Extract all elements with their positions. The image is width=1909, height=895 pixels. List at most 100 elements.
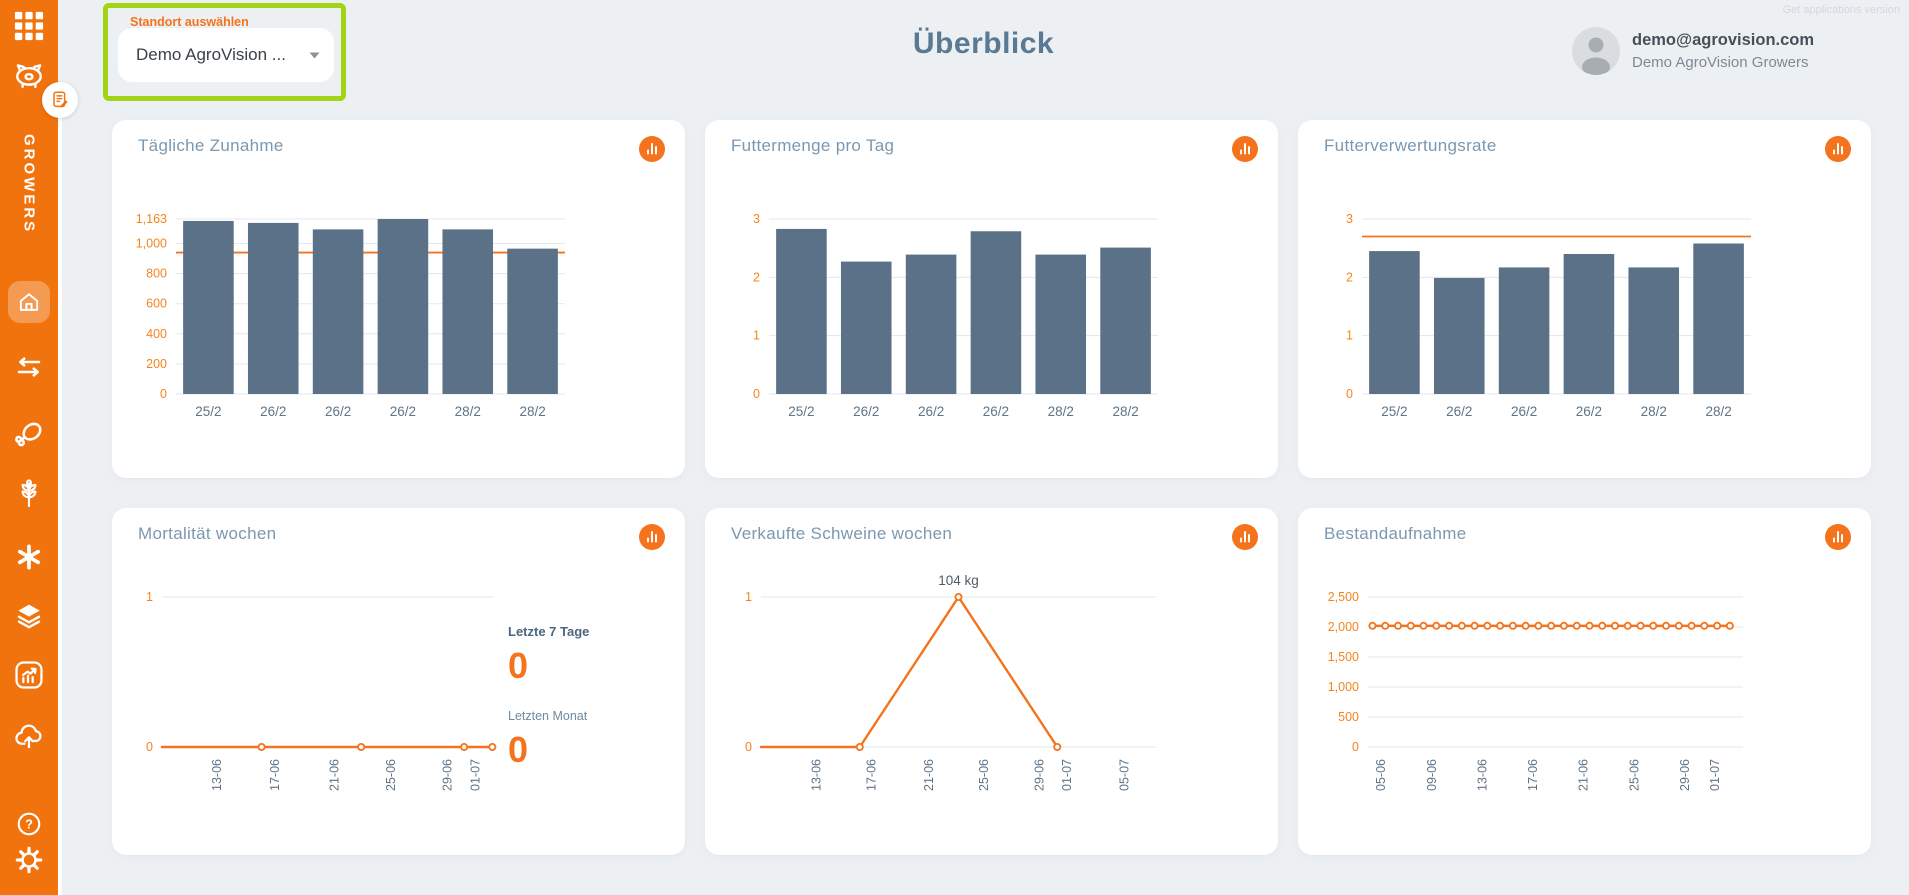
meat-leg-icon <box>15 422 42 447</box>
svg-text:500: 500 <box>1338 710 1359 724</box>
svg-text:2,500: 2,500 <box>1328 590 1359 604</box>
svg-text:09-06: 09-06 <box>1425 759 1439 791</box>
sidebar-item-health[interactable] <box>13 541 45 573</box>
svg-text:25/2: 25/2 <box>195 404 221 419</box>
dashboard-grid: Tägliche Zunahme 0 200 400 600 800 1,000 1,163… <box>112 120 1871 855</box>
svg-text:26/2: 26/2 <box>1446 404 1472 419</box>
bar-chart-icon[interactable] <box>639 136 665 162</box>
user-org: Demo AgroVision Growers <box>1632 54 1809 71</box>
location-select-value: Demo AgroVision ... <box>136 45 286 64</box>
bar-chart-icon[interactable] <box>639 524 665 550</box>
svg-text:26/2: 26/2 <box>390 404 416 419</box>
location-select[interactable]: Demo AgroVision ... <box>118 28 334 82</box>
transfer-arrows-icon <box>17 357 41 377</box>
svg-text:1: 1 <box>146 590 153 604</box>
bar-chart: 0 1 2 3 25/2 26/2 26/2 26/2 28/2 28/2 <box>1346 212 1751 419</box>
location-highlight-frame: Standort auswählen Demo AgroVision ... <box>103 3 346 101</box>
sidebar-item-upload[interactable] <box>13 720 45 752</box>
line-chart: 0 1 13-06 17-06 21-06 25-06 29-06 01-07 <box>146 590 497 791</box>
stat-value: 0 <box>508 645 529 686</box>
svg-text:13-06: 13-06 <box>809 759 823 791</box>
chart-card-mortalitaet: Mortalität wochen 0 1 13-06 17-06 21-06 25-06… <box>112 508 685 855</box>
svg-text:1: 1 <box>753 329 760 343</box>
notes-badge[interactable] <box>42 82 78 118</box>
bar-chart-icon[interactable] <box>1232 136 1258 162</box>
svg-text:0: 0 <box>753 387 760 401</box>
bar-chart-icon[interactable] <box>1825 524 1851 550</box>
sidebar-item-transfer[interactable] <box>14 352 44 382</box>
card-title: Futtermenge pro Tag <box>731 136 895 155</box>
svg-text:26/2: 26/2 <box>918 404 944 419</box>
card-title: Tägliche Zunahme <box>138 136 284 155</box>
svg-text:26/2: 26/2 <box>1511 404 1537 419</box>
home-icon <box>19 293 39 311</box>
bar-chart: 0 1 2 3 25/2 26/2 26/2 26/2 28/2 28/2 <box>753 212 1158 419</box>
sidebar: GROWERS <box>0 0 58 895</box>
svg-text:200: 200 <box>146 357 167 371</box>
pig-icon[interactable] <box>12 58 46 92</box>
svg-text:13-06: 13-06 <box>1475 759 1489 791</box>
line-chart: 0 500 1,000 1,500 2,000 2,500 05-06 09-06 13-06 1… <box>1328 590 1743 791</box>
bar-chart-icon[interactable] <box>1825 136 1851 162</box>
svg-text:26/2: 26/2 <box>1576 404 1602 419</box>
bar-chart-icon[interactable] <box>1232 524 1258 550</box>
svg-text:800: 800 <box>146 267 167 281</box>
svg-text:2: 2 <box>1346 270 1353 284</box>
svg-text:29-06: 29-06 <box>1032 759 1046 791</box>
note-pencil-icon <box>53 91 68 108</box>
svg-text:25/2: 25/2 <box>1381 404 1407 419</box>
apps-grid-icon[interactable] <box>13 10 45 42</box>
stat-label: Letzte 7 Tage <box>508 624 590 639</box>
svg-text:21-06: 21-06 <box>328 759 342 791</box>
layers-icon <box>17 604 41 629</box>
svg-text:01-07: 01-07 <box>1708 759 1722 791</box>
mortality-stats: Letzte 7 Tage 0 Letzten Monat 0 <box>498 552 665 852</box>
svg-text:3: 3 <box>753 212 760 226</box>
svg-text:28/2: 28/2 <box>455 404 481 419</box>
help-icon: ? <box>17 812 41 836</box>
svg-text:25-06: 25-06 <box>1627 759 1641 791</box>
location-select-label: Standort auswählen <box>130 15 249 29</box>
chevron-down-icon <box>309 52 320 58</box>
stat-label: Letzten Monat <box>508 709 588 723</box>
svg-text:25-06: 25-06 <box>384 759 398 791</box>
svg-text:1: 1 <box>745 590 752 604</box>
card-title: Verkaufte Schweine wochen <box>731 524 953 543</box>
card-title: Bestandaufnahme <box>1324 524 1467 543</box>
svg-text:28/2: 28/2 <box>1048 404 1074 419</box>
card-title: Mortalität wochen <box>138 524 277 543</box>
svg-text:0: 0 <box>160 387 167 401</box>
svg-text:1,000: 1,000 <box>136 237 167 251</box>
svg-text:05-07: 05-07 <box>1117 759 1131 791</box>
svg-text:29-06: 29-06 <box>1678 759 1692 791</box>
asterisk-icon <box>17 544 41 570</box>
svg-text:0: 0 <box>1346 387 1353 401</box>
sidebar-item-settings[interactable] <box>14 845 44 875</box>
svg-text:21-06: 21-06 <box>1577 759 1591 791</box>
sidebar-item-crops[interactable] <box>13 478 45 510</box>
content-edge-strip <box>58 112 62 895</box>
line-chart: 0 1 13-06 17-06 21-06 25-06 29-06 01-07 05-07 104… <box>745 573 1156 791</box>
sidebar-item-layers[interactable] <box>13 600 45 632</box>
svg-text:?: ? <box>25 817 33 832</box>
sidebar-item-home[interactable] <box>8 281 50 323</box>
svg-text:28/2: 28/2 <box>519 404 545 419</box>
sidebar-item-meat[interactable] <box>11 416 47 452</box>
svg-text:28/2: 28/2 <box>1641 404 1667 419</box>
svg-text:21-06: 21-06 <box>922 759 936 791</box>
cloud-upload-icon <box>15 724 42 749</box>
svg-text:01-07: 01-07 <box>1060 759 1074 791</box>
svg-text:600: 600 <box>146 297 167 311</box>
sidebar-item-help[interactable]: ? <box>15 810 43 838</box>
svg-text:26/2: 26/2 <box>853 404 879 419</box>
gear-icon <box>15 846 43 874</box>
chart-card-futtermenge: Futtermenge pro Tag 0 1 2 3 25/2 26/2 26/2 26/2… <box>705 120 1278 478</box>
version-link[interactable]: Get applications version <box>1782 4 1900 16</box>
svg-text:26/2: 26/2 <box>983 404 1009 419</box>
svg-text:0: 0 <box>745 740 752 754</box>
svg-text:28/2: 28/2 <box>1705 404 1731 419</box>
chart-card-futterverwertungsrate: Futterverwertungsrate 0 1 2 3 25/2 26/2 26/2 26… <box>1298 120 1871 478</box>
sidebar-item-statistics[interactable] <box>12 658 46 692</box>
user-block[interactable]: demo@agrovision.com Demo AgroVision Grow… <box>1572 27 1814 75</box>
svg-text:104 kg: 104 kg <box>938 573 979 588</box>
